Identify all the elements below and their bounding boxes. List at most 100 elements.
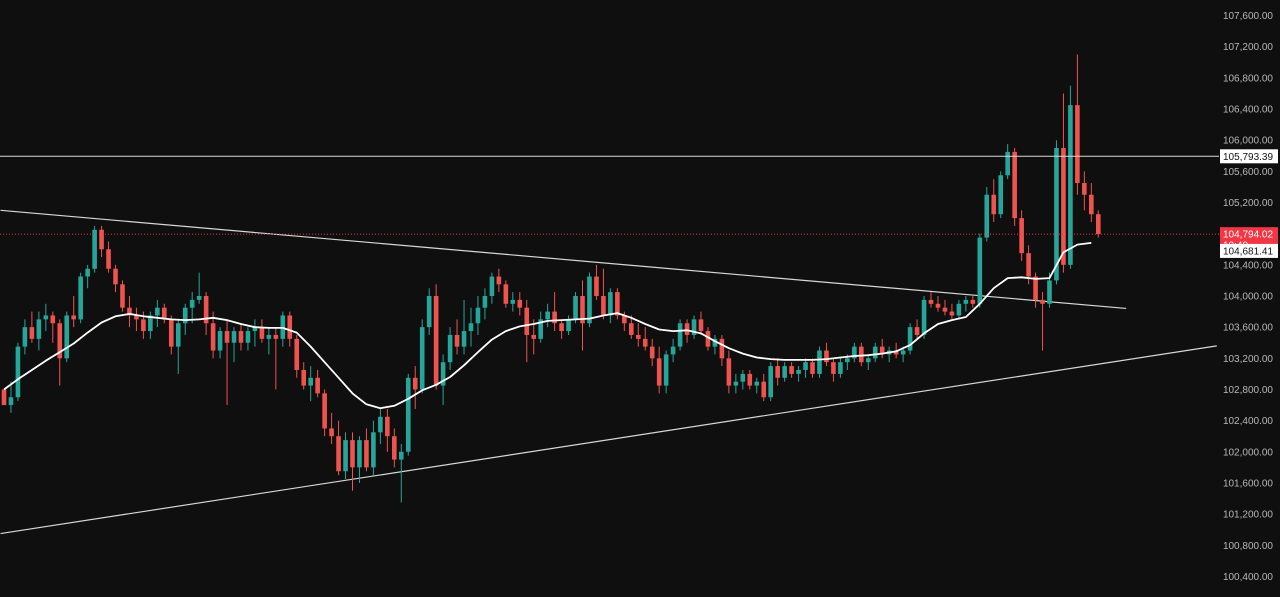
candle[interactable]: [677, 319, 683, 351]
candle[interactable]: [810, 358, 815, 378]
candle[interactable]: [461, 299, 467, 355]
candle[interactable]: [134, 307, 139, 332]
candle[interactable]: [524, 299, 530, 363]
candle[interactable]: [475, 296, 481, 335]
candle[interactable]: [949, 303, 955, 320]
candles[interactable]: [1, 54, 1101, 503]
candle[interactable]: [210, 311, 216, 359]
candle[interactable]: [1040, 292, 1045, 351]
candle[interactable]: [238, 323, 244, 351]
candle[interactable]: [601, 268, 606, 320]
candle[interactable]: [831, 358, 836, 382]
candle[interactable]: [433, 284, 439, 390]
candle[interactable]: [127, 296, 132, 328]
candle[interactable]: [162, 303, 167, 324]
candle[interactable]: [189, 292, 195, 324]
candle[interactable]: [405, 373, 411, 456]
candle[interactable]: [15, 342, 21, 402]
candle[interactable]: [1005, 144, 1010, 180]
candle[interactable]: [670, 338, 676, 363]
candle[interactable]: [879, 338, 885, 359]
price-axis[interactable]: 107,600.00 107,200.00 106,800.00 106,400.00…: [1220, 11, 1278, 583]
candle[interactable]: [503, 280, 509, 308]
candle[interactable]: [113, 264, 118, 293]
candle[interactable]: [754, 377, 760, 394]
candle[interactable]: [468, 307, 474, 347]
candle[interactable]: [357, 436, 362, 483]
candle[interactable]: [615, 288, 620, 320]
candle[interactable]: [482, 288, 488, 320]
candle[interactable]: [343, 432, 348, 480]
candle[interactable]: [489, 272, 495, 304]
candle[interactable]: [412, 366, 418, 409]
candle[interactable]: [85, 264, 90, 289]
candle[interactable]: [426, 288, 432, 335]
candle[interactable]: [900, 346, 906, 363]
candle[interactable]: [573, 292, 578, 324]
candle[interactable]: [740, 370, 746, 390]
candle[interactable]: [364, 428, 369, 472]
candle[interactable]: [998, 171, 1004, 219]
candle[interactable]: [224, 319, 230, 406]
candle[interactable]: [838, 358, 843, 378]
candle[interactable]: [1061, 93, 1066, 273]
candle[interactable]: [217, 327, 223, 359]
trendline-upper-descending[interactable]: [0, 209, 1127, 310]
candle[interactable]: [566, 315, 571, 335]
candle[interactable]: [329, 412, 334, 444]
candle[interactable]: [1054, 140, 1059, 285]
candle[interactable]: [970, 296, 976, 308]
ma-value-tag[interactable]: 104,681.41: [1220, 243, 1278, 258]
candle[interactable]: [656, 346, 662, 394]
candle[interactable]: [454, 319, 460, 355]
candle[interactable]: [935, 296, 941, 312]
candle[interactable]: [852, 342, 857, 363]
candle[interactable]: [817, 346, 822, 378]
trendlines[interactable]: [0, 209, 1217, 535]
candle[interactable]: [977, 233, 983, 308]
candle[interactable]: [580, 280, 585, 351]
candle[interactable]: [36, 311, 42, 351]
candle[interactable]: [956, 299, 962, 320]
candle[interactable]: [649, 338, 655, 367]
candle[interactable]: [385, 408, 390, 452]
candle[interactable]: [733, 373, 739, 394]
candle[interactable]: [531, 319, 537, 355]
candle[interactable]: [447, 327, 453, 370]
candle[interactable]: [155, 299, 160, 328]
candle[interactable]: [775, 358, 780, 386]
candle[interactable]: [663, 350, 669, 394]
candle[interactable]: [914, 319, 920, 339]
candle[interactable]: [301, 362, 307, 390]
candle[interactable]: [635, 323, 641, 347]
candle[interactable]: [245, 327, 251, 351]
candle[interactable]: [99, 225, 104, 258]
candle[interactable]: [294, 334, 300, 378]
candle[interactable]: [322, 389, 327, 437]
candle[interactable]: [538, 311, 543, 343]
candle[interactable]: [698, 311, 704, 335]
candle[interactable]: [50, 311, 56, 343]
candle[interactable]: [942, 299, 948, 316]
candle[interactable]: [120, 280, 125, 312]
candle[interactable]: [642, 327, 648, 351]
candle[interactable]: [1012, 148, 1017, 226]
candle[interactable]: [8, 381, 14, 413]
candle[interactable]: [1075, 54, 1080, 195]
candle[interactable]: [719, 334, 725, 367]
candle[interactable]: [629, 315, 634, 339]
candle[interactable]: [43, 303, 49, 332]
candle[interactable]: [872, 342, 878, 363]
candle[interactable]: [419, 319, 425, 394]
candle[interactable]: [608, 288, 613, 324]
candle[interactable]: [796, 366, 801, 382]
candle[interactable]: [1019, 210, 1024, 261]
candle[interactable]: [203, 292, 209, 335]
candle[interactable]: [761, 373, 767, 402]
candle[interactable]: [1095, 210, 1101, 238]
candle[interactable]: [865, 354, 871, 370]
candle[interactable]: [510, 292, 516, 312]
candle[interactable]: [726, 350, 732, 394]
